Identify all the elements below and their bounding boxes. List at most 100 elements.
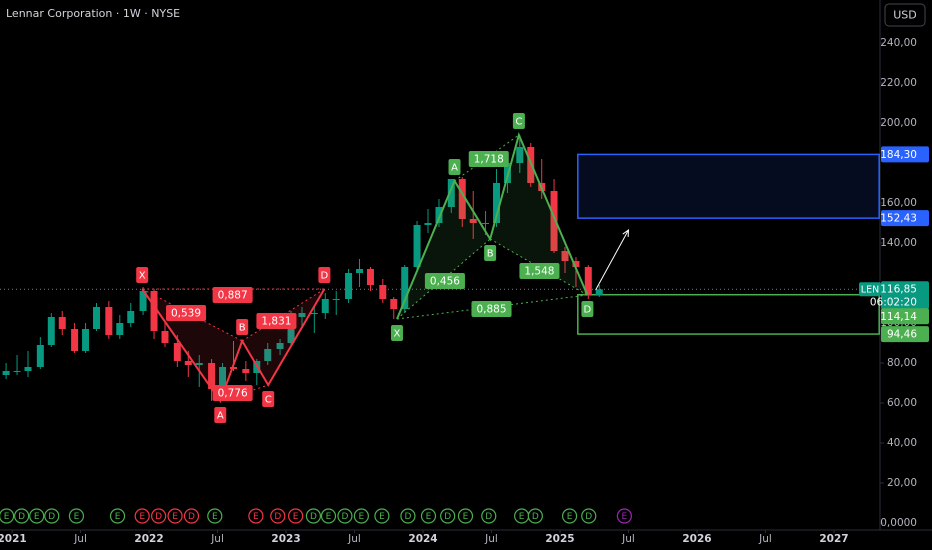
event-marker bbox=[581, 508, 597, 524]
event-label: D bbox=[18, 512, 25, 522]
event-marker bbox=[457, 508, 474, 524]
pattern-fill bbox=[242, 289, 325, 385]
event-marker bbox=[353, 508, 369, 524]
pattern-point-tag bbox=[236, 319, 249, 335]
x-tick-label: 2025 bbox=[545, 533, 574, 545]
candle-body bbox=[264, 349, 272, 361]
candle-body bbox=[401, 267, 409, 309]
chart-title: Lennar Corporation · 1W · NYSE bbox=[6, 7, 180, 20]
candle-body bbox=[195, 363, 203, 365]
price-tag-label: 114,14 bbox=[880, 311, 917, 323]
candle-body bbox=[458, 179, 466, 219]
price-tag bbox=[881, 210, 929, 227]
event-label: E bbox=[212, 512, 218, 522]
pattern-point-label: X bbox=[394, 329, 401, 340]
candle-body bbox=[516, 147, 524, 163]
candle-body bbox=[345, 273, 353, 299]
event-marker bbox=[337, 508, 353, 524]
x-tick-label: 2022 bbox=[134, 533, 163, 545]
pattern-point-label: C bbox=[515, 117, 522, 128]
event-label: E bbox=[74, 512, 80, 522]
price-tag bbox=[881, 308, 929, 325]
event-marker bbox=[440, 508, 456, 524]
candle-body bbox=[298, 313, 306, 317]
currency-button[interactable] bbox=[884, 3, 926, 27]
pattern-point-tag bbox=[136, 267, 149, 283]
event-label: E bbox=[115, 512, 121, 522]
candle-body bbox=[161, 331, 169, 343]
event-label: E bbox=[172, 512, 178, 522]
price-tag bbox=[881, 146, 929, 163]
pattern-ratio-label: 0,539 bbox=[171, 308, 201, 320]
event-marker bbox=[14, 508, 30, 524]
event-label: D bbox=[48, 512, 55, 522]
event-marker bbox=[151, 508, 167, 524]
candle-body bbox=[47, 317, 55, 345]
event-marker bbox=[527, 508, 543, 524]
pattern-ratio-tag bbox=[256, 313, 297, 329]
candle-body bbox=[139, 291, 147, 311]
y-tick-label: 0,0000 bbox=[880, 517, 917, 529]
candle-body bbox=[208, 363, 216, 389]
y-tick-label: 160,00 bbox=[880, 197, 917, 209]
x-tick-label: 2026 bbox=[682, 533, 711, 545]
x-tick-label: Jul bbox=[73, 533, 87, 545]
event-marker bbox=[183, 508, 200, 524]
y-tick-label: 60,00 bbox=[887, 397, 917, 409]
pattern-ratio-tag bbox=[468, 151, 509, 167]
event-marker bbox=[167, 508, 183, 524]
pattern-point-label: A bbox=[451, 163, 458, 174]
event-marker bbox=[248, 508, 264, 524]
x-tick-label: Jul bbox=[347, 533, 361, 545]
target-box bbox=[577, 293, 880, 335]
pattern-ratio-label: 0,456 bbox=[430, 276, 460, 288]
candle-body bbox=[572, 261, 580, 267]
candle-body bbox=[287, 317, 295, 343]
pattern-point-label: A bbox=[217, 411, 224, 422]
event-label: E bbox=[4, 512, 10, 522]
event-marker bbox=[616, 508, 632, 524]
event-label: D bbox=[404, 512, 411, 522]
y-tick-label: 240,00 bbox=[880, 37, 917, 49]
event-label: E bbox=[379, 512, 385, 522]
pattern-point-tag bbox=[581, 301, 594, 317]
pattern-point-tag bbox=[390, 325, 403, 341]
event-label: E bbox=[622, 512, 628, 522]
price-tag bbox=[881, 326, 929, 343]
candle-body bbox=[482, 223, 490, 224]
event-label: D bbox=[155, 512, 162, 522]
event-marker bbox=[374, 508, 390, 524]
x-tick-label: Jul bbox=[758, 533, 772, 545]
x-tick-label: Jul bbox=[484, 533, 498, 545]
candle-body bbox=[584, 267, 592, 295]
event-label: E bbox=[253, 512, 259, 522]
event-label: D bbox=[310, 512, 317, 522]
pattern-point-tag bbox=[448, 159, 461, 175]
pattern-fill bbox=[490, 135, 588, 295]
pattern-ratio-line bbox=[454, 134, 520, 182]
candle-body bbox=[229, 367, 237, 369]
x-tick-label: Jul bbox=[621, 533, 635, 545]
pattern-ratio-tag bbox=[519, 263, 560, 279]
candle-body bbox=[71, 329, 79, 351]
projection-arrow-head bbox=[622, 228, 630, 238]
candle-body bbox=[127, 311, 135, 323]
currency-label[interactable]: USD bbox=[893, 9, 917, 22]
pattern-ratio-tag bbox=[165, 305, 207, 321]
target-box bbox=[577, 153, 880, 219]
candle-body bbox=[242, 369, 250, 373]
event-label: E bbox=[34, 512, 40, 522]
pattern-point-label: X bbox=[139, 271, 146, 282]
event-label: D bbox=[341, 512, 348, 522]
plot-area: X A B C D 0,539 0,887 1,831 0,776 X A B C D 0,456 1,718… bbox=[0, 113, 880, 524]
candle-body bbox=[447, 179, 455, 207]
candle-body bbox=[321, 299, 329, 313]
event-marker bbox=[29, 508, 45, 524]
countdown-label: 06:02:20 bbox=[870, 296, 917, 308]
candle-body bbox=[550, 191, 558, 251]
event-marker bbox=[109, 508, 126, 524]
event-label: D bbox=[585, 512, 592, 522]
event-label: E bbox=[293, 512, 299, 522]
